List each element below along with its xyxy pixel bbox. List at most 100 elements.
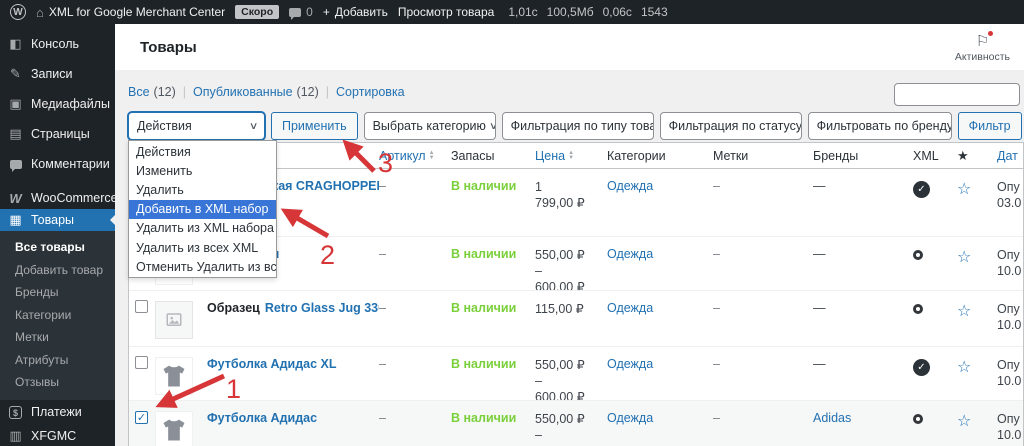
apply-button[interactable]: Применить (271, 112, 358, 140)
product-sku: – (379, 411, 386, 425)
product-type-filter-select[interactable]: Фильтрация по типу товар ∨ (501, 112, 654, 140)
product-sku: – (379, 357, 386, 371)
comments-link[interactable]: 0 (289, 5, 313, 20)
performance-stats: 1,01с 100,5Мб 0,06с 1543 (508, 5, 668, 19)
view-sorting-link[interactable]: Сортировка (336, 85, 405, 99)
category-link[interactable]: Одежда (607, 247, 654, 261)
product-sku: – (379, 301, 386, 315)
product-name-link[interactable]: Футболка Адидас XL (207, 357, 337, 371)
xfgmc-icon: ▥ (9, 427, 22, 443)
row-checkbox[interactable] (135, 356, 148, 369)
featured-star-icon[interactable]: ☆ (957, 303, 972, 320)
column-header-tags: Метки (713, 148, 749, 163)
submenu-categories[interactable]: Категории (15, 307, 72, 322)
product-name-link[interactable]: Футболка Адидас (207, 411, 318, 425)
site-name: XML for Google Merchant Center (48, 5, 226, 19)
column-header-date[interactable]: Дат (997, 148, 1018, 163)
xml-status-icon[interactable]: ✓ (913, 359, 930, 376)
filter-button[interactable]: Фильтр (957, 112, 1022, 140)
sidebar-item-pages[interactable]: ▤ Страницы (9, 126, 90, 141)
product-name-link[interactable]: Retro Glass Jug 330 ml (264, 301, 379, 315)
search-products-input[interactable] (894, 83, 1020, 106)
plus-icon: + (322, 5, 330, 19)
submenu-attributes[interactable]: Атрибуты (15, 352, 69, 367)
view-product-link[interactable]: Просмотр товара (397, 5, 495, 19)
sidebar-item-payments[interactable]: $ Платежи (0, 400, 115, 424)
featured-star-icon[interactable]: ☆ (957, 249, 972, 266)
category-link[interactable]: Одежда (607, 411, 654, 425)
publish-date: Опу 10.0 (997, 358, 1022, 388)
dropdown-item-add-to-xml[interactable]: Добавить в XML набор (129, 199, 276, 219)
brand-filter-select[interactable]: Фильтровать по бренду ∨ (807, 112, 952, 140)
product-price: 115,00 ₽ (535, 302, 584, 316)
stock-status: В наличии (451, 179, 517, 193)
stock-status: В наличии (451, 301, 517, 315)
bulk-actions-select[interactable]: Действия ∨ (128, 112, 265, 140)
bulk-actions-dropdown: Действия Изменить Удалить Добавить в XML… (128, 140, 277, 279)
row-checkbox-checked[interactable]: ✓ (135, 411, 148, 424)
view-published-link[interactable]: Опубликованные (193, 85, 293, 99)
publish-date: Опу 03.0 (997, 180, 1022, 210)
status-filter-select[interactable]: Фильтрация по статусу ∨ (659, 112, 802, 140)
products-list-area: Все (12) | Опубликованные (12) | Сортиро… (115, 70, 1024, 446)
sidebar-item-posts[interactable]: ✎ Записи (0, 59, 115, 89)
dropdown-item-actions[interactable]: Действия (136, 144, 191, 159)
featured-star-icon[interactable]: ☆ (957, 359, 972, 376)
sidebar-item-woocommerce[interactable]: W WooCommerce (9, 190, 118, 206)
submenu-add-product[interactable]: Добавить товар (15, 262, 103, 277)
publish-date: Опу 10.0 (997, 302, 1022, 332)
admin-bar: W ⌂ XML for Google Merchant Center Скоро… (0, 0, 1024, 24)
product-image[interactable] (155, 357, 193, 395)
site-name-link[interactable]: ⌂ XML for Google Merchant Center (36, 5, 225, 20)
brand-link[interactable]: Adidas (813, 411, 852, 425)
featured-star-icon[interactable]: ☆ (957, 413, 972, 430)
publish-date: Опу 10.0 (997, 412, 1022, 442)
dropdown-item-remove-from-xml[interactable]: Удалить из XML набора (136, 221, 274, 236)
xml-status-icon[interactable]: ✓ (913, 181, 930, 198)
wordpress-logo-icon[interactable]: W (10, 4, 26, 20)
dropdown-item-edit[interactable]: Изменить (136, 163, 193, 178)
column-header-price[interactable]: Цена ▲ ▼ (535, 148, 575, 163)
xml-status-icon[interactable] (913, 304, 923, 314)
sort-icon: ▲ ▼ (568, 149, 575, 161)
sidebar-item-xfgmc[interactable]: ▥ XFGMC (9, 427, 77, 443)
dropdown-item-remove-from-all-xml[interactable]: Удалить из всех XML (136, 240, 259, 255)
sidebar-item-products[interactable]: ▦ Товары (0, 209, 115, 231)
category-filter-select[interactable]: Выбрать категорию ∨ (363, 112, 496, 140)
notification-dot (988, 30, 994, 36)
main-content: Товары ⚐ Активность Все (12) | Опубликов… (115, 24, 1024, 446)
featured-star-icon[interactable]: ☆ (957, 181, 972, 198)
product-image[interactable] (155, 411, 193, 446)
sidebar-item-comments[interactable]: Комментарии (0, 149, 115, 179)
product-brand: — (813, 179, 826, 193)
submenu-reviews[interactable]: Отзывы (15, 375, 59, 390)
category-link[interactable]: Одежда (607, 179, 654, 193)
table-header-row: Артикул ▲ ▼ Запасы Цена ▲ ▼ Категории Метк… (129, 143, 1023, 169)
category-link[interactable]: Одежда (607, 357, 654, 371)
column-header-sku[interactable]: Артикул ▲ ▼ (379, 148, 435, 163)
submenu-tags[interactable]: Метки (15, 330, 49, 345)
submenu-all-products[interactable]: Все товары (15, 240, 85, 255)
product-name-link[interactable]: ская CRAGHOPPERS (265, 179, 379, 193)
coming-soon-badge: Скоро (235, 5, 280, 19)
sidebar-item-media[interactable]: ▣ Медиафайлы (9, 96, 110, 111)
category-link[interactable]: Одежда (607, 301, 654, 315)
row-checkbox[interactable] (135, 300, 148, 313)
sidebar-item-dashboard[interactable]: ◧ Консоль (9, 36, 80, 51)
dropdown-item-delete[interactable]: Удалить (136, 182, 184, 197)
product-price: 550,00 ₽–600,00 ₽ (535, 248, 585, 290)
view-all-link[interactable]: Все (128, 85, 150, 99)
product-brand: — (813, 247, 826, 261)
product-image-placeholder[interactable] (155, 301, 193, 339)
products-table: Артикул ▲ ▼ Запасы Цена ▲ ▼ Категории Метк… (128, 142, 1024, 446)
xml-status-icon[interactable] (913, 250, 923, 260)
stock-status: В наличии (451, 411, 517, 425)
product-tags: – (713, 357, 720, 371)
add-new-link[interactable]: + Добавить (322, 5, 388, 19)
dropdown-item-cancel-remove[interactable]: Отменить Удалить из всех XML (136, 259, 276, 274)
activity-button[interactable]: ⚐ Активность (954, 30, 1010, 63)
product-sku: – (379, 247, 386, 261)
products-submenu: Все товары Добавить товар Бренды Категор… (0, 231, 115, 400)
xml-status-icon[interactable] (913, 414, 923, 424)
submenu-brands[interactable]: Бренды (15, 285, 59, 300)
